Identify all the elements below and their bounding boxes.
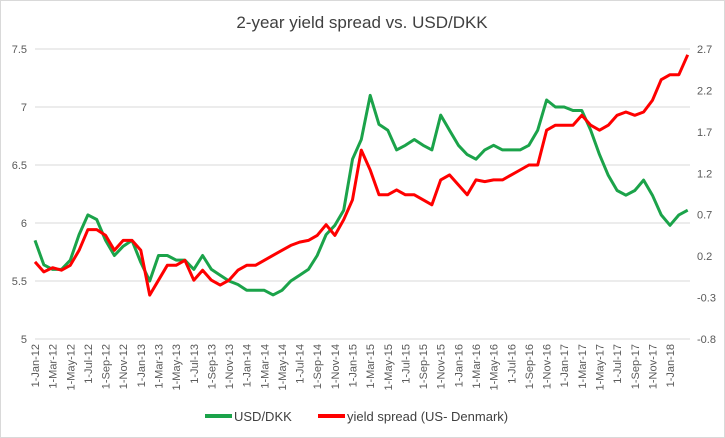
x-tick-label: 1-Sep-17 [630,344,642,389]
x-tick-label: 1-May-12 [65,344,77,390]
chart-title: 2-year yield spread vs. USD/DKK [236,13,488,32]
x-tick-label: 1-Mar-14 [259,344,271,389]
y-right-tick-label: 2.7 [697,44,712,56]
x-tick-label: 1-Sep-15 [418,344,430,389]
x-tick-label: 1-Jul-12 [83,344,95,384]
x-tick-label: 1-Sep-14 [312,344,324,389]
y-right-tick-label: 1.7 [697,127,712,139]
x-tick-label: 1-Jul-14 [295,344,307,384]
y-right-tick-label: 0.7 [697,210,712,222]
y-right-tick-label: 1.2 [697,168,712,180]
y-left-tick-label: 7 [21,102,27,114]
x-tick-label: 1-Mar-17 [577,344,589,389]
y-left-tick-label: 6.5 [12,160,27,172]
x-tick-label: 1-Jul-17 [612,344,624,384]
x-tick-label: 1-Nov-13 [224,344,236,389]
y-left-tick-label: 5 [21,334,27,346]
x-tick-label: 1-Jan-18 [665,344,677,387]
y-right-tick-label: -0.8 [697,334,716,346]
series-line-yield-spread [33,54,690,297]
y-right-tick-label: -0.3 [697,293,716,305]
y-right-tick-label: 0.2 [697,251,712,263]
x-tick-label: 1-Jan-14 [242,344,254,387]
x-tick-label: 1-Mar-15 [365,344,377,389]
legend-label-usd-dkk: USD/DKK [234,409,292,424]
x-tick-label: 1-Jan-13 [136,344,148,387]
x-tick-label: 1-Sep-16 [524,344,536,389]
y-right-tick-label: 2.2 [697,85,712,97]
x-tick-label: 1-Sep-13 [206,344,218,389]
x-tick-label: 1-Nov-17 [647,344,659,389]
x-tick-label: 1-Nov-14 [330,344,342,389]
x-tick-label: 1-Jan-12 [30,344,42,387]
x-tick-label: 1-Mar-13 [153,344,165,389]
x-tick-label: 1-Nov-12 [118,344,130,389]
y-left-tick-label: 7.5 [12,44,27,56]
x-tick-label: 1-Jul-13 [189,344,201,384]
x-tick-label: 1-May-16 [489,344,501,390]
x-tick-label: 1-May-15 [383,344,395,390]
x-tick-label: 1-Jul-15 [400,344,412,384]
x-tick-label: 1-Sep-12 [101,344,113,389]
y-left-tick-label: 5.5 [12,276,27,288]
legend-label-yield-spread: yield spread (US- Denmark) [347,409,508,424]
x-tick-label: 1-Jan-16 [453,344,465,387]
x-tick-label: 1-Nov-16 [542,344,554,389]
x-tick-label: 1-Jul-16 [506,344,518,384]
x-tick-label: 1-Nov-15 [436,344,448,389]
x-tick-label: 1-Jan-17 [559,344,571,387]
x-tick-label: 1-Jan-15 [348,344,360,387]
x-tick-label: 1-May-14 [277,344,289,390]
x-tick-label: 1-Mar-12 [48,344,60,389]
legend: USD/DKK yield spread (US- Denmark) [205,409,508,424]
x-tick-label: 1-May-13 [171,344,183,390]
x-tick-label: 1-May-17 [594,344,606,390]
x-tick-label: 1-Mar-16 [471,344,483,389]
y-left-tick-label: 6 [21,218,27,230]
